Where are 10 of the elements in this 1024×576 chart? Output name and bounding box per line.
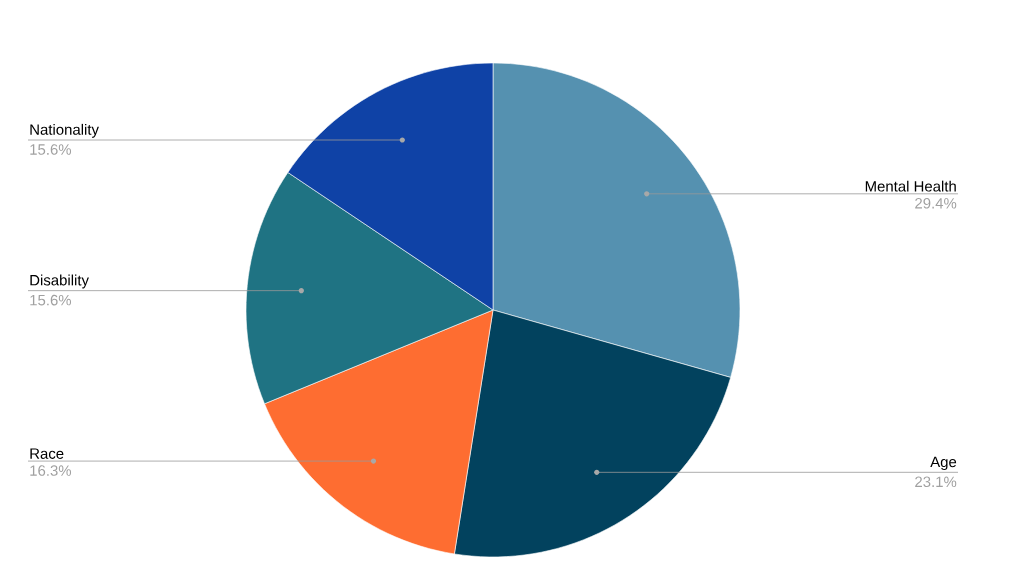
data-label: 23.1% [915, 476, 957, 488]
data-label: 15.6% [30, 294, 72, 306]
slice-label: Nationality [30, 123, 99, 138]
data-label: 16.3% [30, 465, 72, 476]
slice-label: Mental Health [865, 180, 956, 192]
slice-label: Race [30, 448, 64, 459]
data-label: 15.6% [30, 144, 72, 155]
slice-label: Age [930, 456, 957, 471]
data-label: 29.4% [915, 198, 957, 209]
slice-label: Disability [30, 274, 89, 289]
